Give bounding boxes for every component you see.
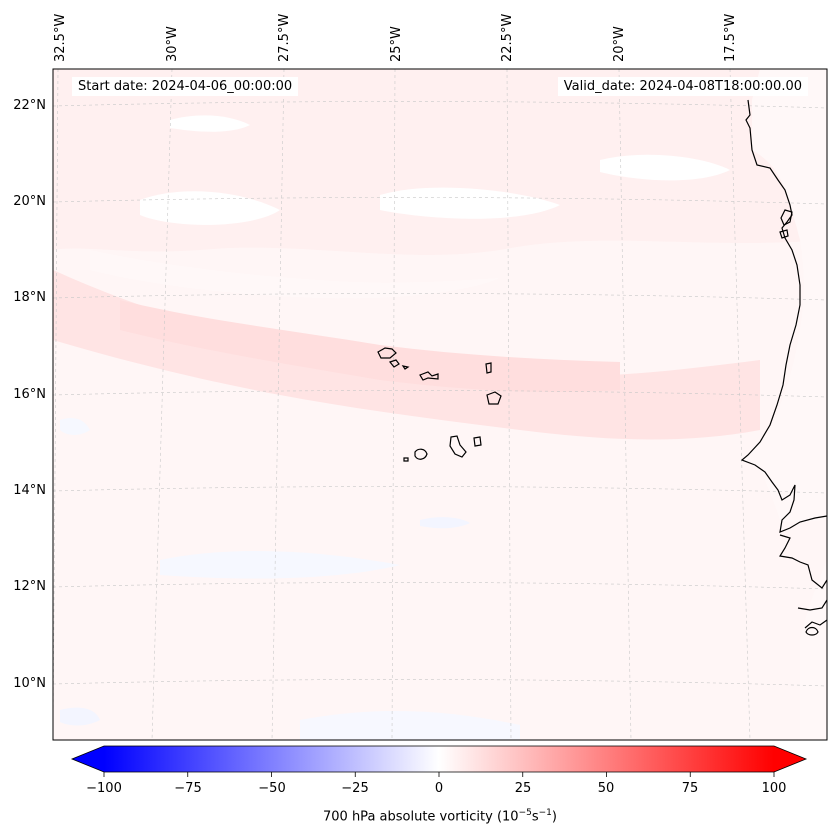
island-sao-vicente — [388, 359, 400, 368]
africa-coastline — [740, 99, 828, 533]
lat-label-20n: 20°N — [13, 194, 46, 209]
lon-label-25w: 25°W — [389, 26, 404, 62]
island-fogo — [414, 448, 428, 460]
colorbar-tick-label: 75 — [681, 781, 699, 796]
colorbar-label-exp2: −1 — [538, 808, 552, 818]
colorbar-tick-label: 100 — [761, 781, 787, 796]
lon-label-22-5w: 22.5°W — [500, 13, 515, 62]
colorbar-tick-label: −50 — [258, 781, 286, 796]
island-brava — [403, 457, 409, 462]
colorbar-label-mid: s — [531, 809, 539, 825]
lat-label-18n: 18°N — [13, 290, 46, 305]
colorbar-tick-label: 0 — [434, 781, 444, 796]
lon-label-17-5w: 17.5°W — [723, 13, 738, 62]
colorbar-tick-label: −25 — [341, 781, 369, 796]
lon-label-27-5w: 27.5°W — [277, 13, 292, 62]
lon-label-20w: 20°W — [612, 26, 627, 62]
island-sao-nicolau — [419, 371, 439, 381]
colorbar-tick-label: −75 — [174, 781, 202, 796]
island-santiago — [449, 435, 467, 458]
graticule — [52, 68, 828, 741]
colorbar-tick-label: −100 — [86, 781, 122, 796]
lat-label-10n: 10°N — [13, 676, 46, 691]
lat-label-12n: 12°N — [13, 579, 46, 594]
island-santo-antao — [377, 347, 397, 359]
lon-label-30w: 30°W — [165, 26, 180, 62]
colorbar-tick-label: 25 — [514, 781, 532, 796]
colorbar-label-main: 700 hPa absolute vorticity (10 — [323, 809, 519, 825]
island-santa-luzia — [401, 365, 410, 370]
colorbar-label-end: ) — [551, 809, 557, 825]
colorbar-label-exp1: −5 — [518, 808, 532, 818]
island-maio — [473, 436, 482, 447]
lat-label-22n: 22°N — [13, 98, 46, 113]
start-date-label: Start date: 2024-04-06_00:00:00 — [72, 77, 299, 96]
valid-date-label: Valid_date: 2024-04-08T18:00:00.00 — [557, 77, 808, 96]
island-boa-vista — [486, 391, 502, 405]
map-frame — [52, 68, 828, 741]
vorticity-field — [53, 69, 827, 740]
lon-label-32-5w: 32.5°W — [53, 13, 68, 62]
colorbar — [70, 745, 808, 777]
coastline — [377, 99, 828, 636]
island-sal — [485, 362, 492, 374]
lat-label-14n: 14°N — [13, 483, 46, 498]
lat-label-16n: 16°N — [13, 387, 46, 402]
colorbar-tick-label: 50 — [597, 781, 615, 796]
colorbar-label: 700 hPa absolute vorticity (10−5s−1) — [0, 808, 837, 824]
